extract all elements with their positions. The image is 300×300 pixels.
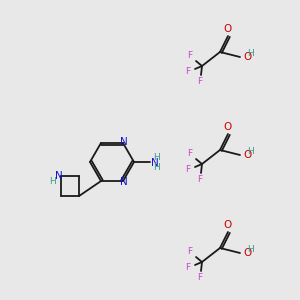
Text: O: O — [243, 52, 251, 62]
Text: N: N — [120, 177, 128, 187]
Text: F: F — [188, 248, 193, 256]
Text: F: F — [185, 262, 190, 272]
Text: F: F — [188, 52, 193, 61]
Text: H: H — [247, 50, 254, 58]
Text: O: O — [224, 24, 232, 34]
Text: H: H — [154, 152, 160, 161]
Text: H: H — [49, 177, 56, 186]
Text: O: O — [243, 150, 251, 160]
Text: H: H — [247, 245, 254, 254]
Text: O: O — [243, 248, 251, 258]
Text: N: N — [55, 171, 63, 181]
Text: O: O — [224, 220, 232, 230]
Text: H: H — [154, 164, 160, 172]
Text: F: F — [197, 274, 202, 283]
Text: F: F — [188, 149, 193, 158]
Text: F: F — [197, 77, 202, 86]
Text: F: F — [185, 164, 190, 173]
Text: H: H — [247, 148, 254, 157]
Text: F: F — [197, 176, 202, 184]
Text: O: O — [224, 122, 232, 132]
Text: N: N — [151, 158, 159, 168]
Text: N: N — [120, 137, 128, 147]
Text: F: F — [185, 67, 190, 76]
